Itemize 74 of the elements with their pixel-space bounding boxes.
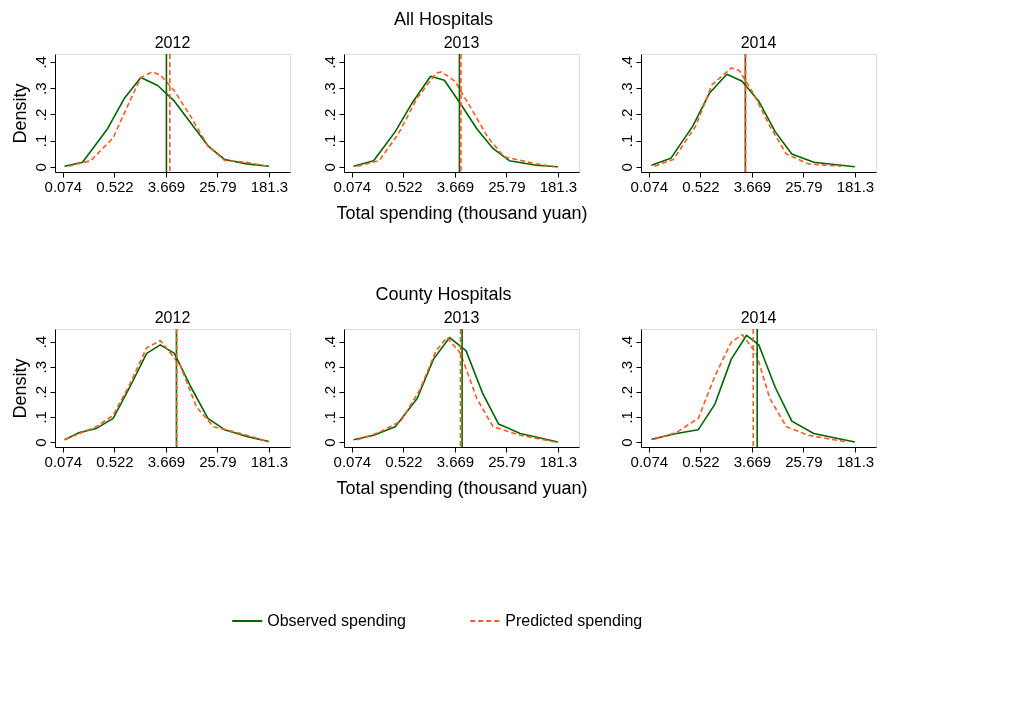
x-tick-label: 0.074 (630, 452, 669, 470)
y-tick-label: .3 (31, 360, 49, 374)
x-tick-label: 25.79 (488, 177, 526, 195)
chart-title: 2012 (154, 309, 191, 327)
chart-title: 2013 (443, 34, 480, 52)
x-tick-label: 0.074 (44, 452, 83, 470)
y-tick-label: .3 (31, 82, 49, 95)
x-tick-label: 3.669 (147, 452, 186, 470)
y-tick-label: .2 (320, 386, 338, 399)
legend-label: Observed spending (267, 612, 407, 629)
x-tick-label: 181.3 (836, 177, 875, 195)
x-tick-label: 181.3 (250, 452, 289, 470)
x-tick-label: 181.3 (539, 177, 578, 195)
y-tick-label: .2 (617, 108, 635, 122)
y-tick-label: 0 (320, 163, 338, 172)
x-axis-title: Total spending (thousand yuan) (336, 202, 588, 223)
x-tick-label: 0.074 (333, 452, 372, 470)
y-tick-label: .4 (617, 56, 635, 69)
text: County Hospitals (375, 283, 512, 304)
y-axis-title: Density (9, 358, 30, 419)
y-tick-label: .3 (320, 360, 338, 374)
x-tick-label: 181.3 (250, 177, 289, 195)
y-tick-label: .2 (31, 386, 49, 399)
chart-title: 2014 (740, 309, 777, 327)
x-tick-label: 0.522 (385, 452, 423, 470)
y-tick-label: .4 (320, 335, 338, 349)
y-tick-label: 0 (617, 438, 635, 447)
y-tick-label: 0 (31, 438, 49, 447)
x-tick-label: 3.669 (436, 452, 475, 470)
x-tick-label: 0.074 (630, 177, 669, 195)
y-tick-label: .4 (31, 335, 49, 349)
y-tick-label: .1 (320, 134, 338, 148)
chart-title: 2013 (443, 309, 480, 327)
x-tick-label: 0.522 (96, 452, 134, 470)
x-tick-label: 0.074 (44, 177, 83, 195)
y-tick-label: .4 (320, 56, 338, 69)
y-tick-label: .1 (617, 411, 635, 424)
x-tick-label: 0.522 (682, 177, 720, 195)
x-tick-label: 3.669 (733, 452, 772, 470)
chart-title: 2014 (740, 34, 777, 52)
x-tick-label: 0.522 (682, 452, 720, 470)
y-tick-label: .3 (617, 82, 635, 95)
y-tick-label: .1 (31, 134, 49, 148)
y-tick-label: .4 (617, 335, 635, 349)
x-tick-label: 25.79 (199, 177, 237, 195)
x-tick-label: 0.074 (333, 177, 372, 195)
y-tick-label: 0 (31, 163, 49, 172)
y-tick-label: .3 (617, 360, 635, 374)
y-axis-title: Density (9, 83, 30, 144)
y-tick-label: .1 (617, 134, 635, 148)
x-axis-title: Total spending (thousand yuan) (336, 477, 588, 498)
y-tick-label: 0 (320, 438, 338, 447)
x-tick-label: 0.522 (385, 177, 423, 195)
y-tick-label: .1 (320, 411, 338, 424)
x-tick-label: 3.669 (436, 177, 475, 195)
x-tick-label: 3.669 (733, 177, 772, 195)
y-tick-label: .1 (31, 411, 49, 424)
y-tick-label: .2 (320, 108, 338, 122)
y-tick-label: 0 (617, 163, 635, 172)
x-tick-label: 25.79 (785, 177, 823, 195)
y-tick-label: .4 (31, 56, 49, 69)
y-tick-label: .2 (617, 386, 635, 399)
x-tick-label: 25.79 (488, 452, 526, 470)
y-tick-label: .2 (31, 108, 49, 122)
x-tick-label: 25.79 (785, 452, 823, 470)
chart-title: 2012 (154, 34, 191, 52)
y-tick-label: .3 (320, 82, 338, 95)
x-tick-label: 181.3 (539, 452, 578, 470)
x-tick-label: 25.79 (199, 452, 237, 470)
x-tick-label: 3.669 (147, 177, 186, 195)
legend-label: Predicted spending (505, 612, 643, 629)
x-tick-label: 181.3 (836, 452, 875, 470)
text: All Hospitals (393, 8, 494, 29)
x-tick-label: 0.522 (96, 177, 134, 195)
